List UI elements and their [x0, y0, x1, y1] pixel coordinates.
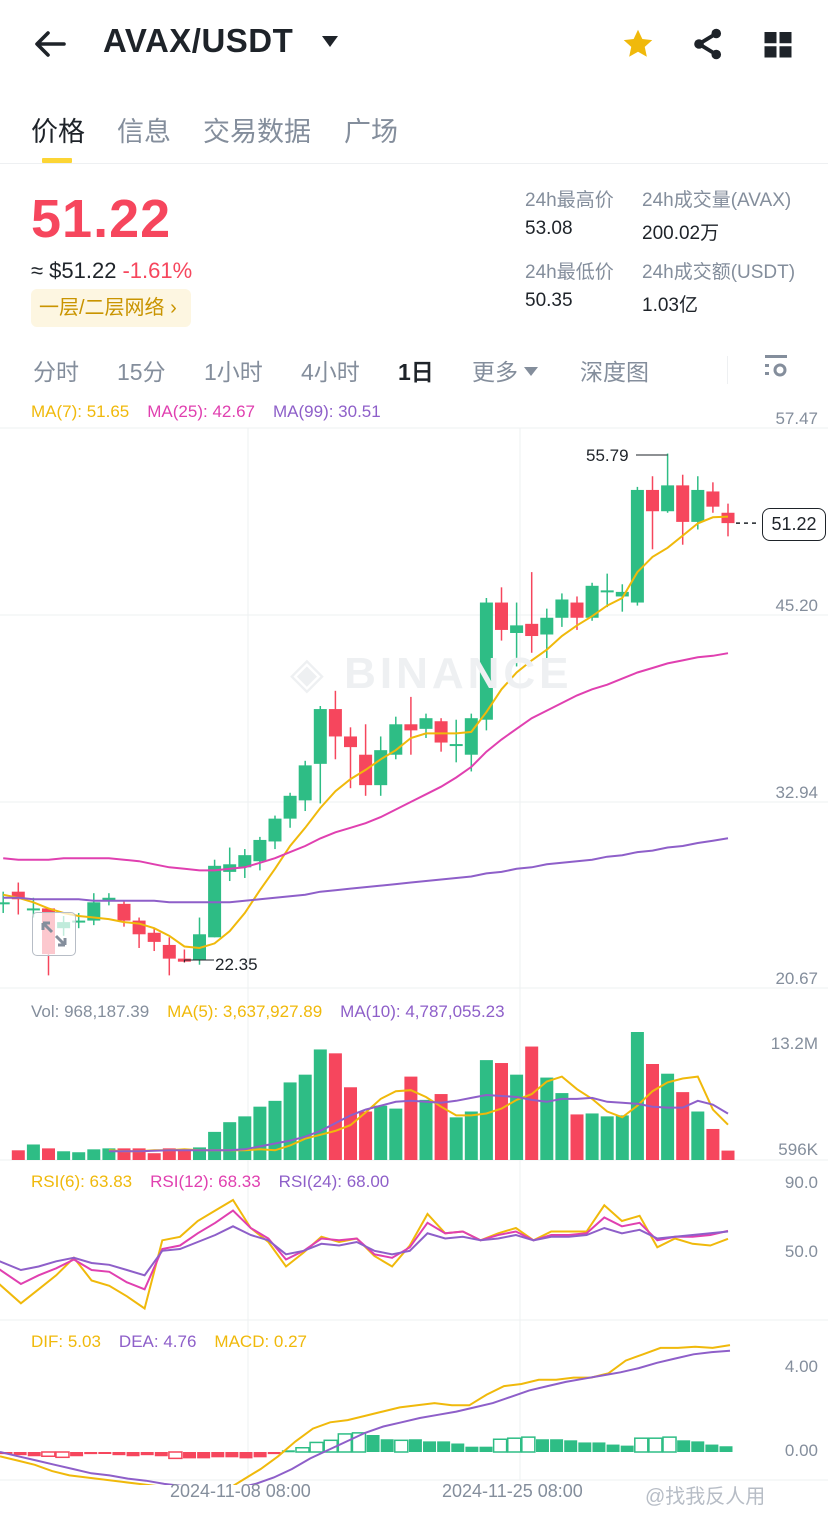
ma7-legend: MA(7): 51.65 [31, 402, 130, 421]
macd-value-legend: MACD: 0.27 [214, 1332, 308, 1351]
high-marker: 55.79 [586, 446, 629, 465]
last-price: 51.22 [31, 189, 172, 249]
kline-chart[interactable] [0, 395, 828, 1485]
macd-axis-label: 0.00 [784, 1441, 818, 1460]
volume-axis-label: 596K [778, 1140, 818, 1159]
low-value: 50.35 [525, 290, 573, 311]
interval-more[interactable]: 更多 [472, 353, 538, 387]
rsi-axis-label: 90.0 [784, 1173, 818, 1192]
watermark-text: BINANCE [344, 649, 573, 698]
back-arrow-icon [35, 31, 66, 57]
expand-icon [41, 921, 67, 947]
top-bar: AVAX/USDT [0, 0, 828, 90]
interval-1h[interactable]: 1小时 [204, 359, 263, 385]
rsi12-legend: RSI(12): 68.33 [150, 1172, 261, 1191]
volume-ma5: MA(5): 3,637,927.89 [167, 1002, 323, 1021]
chart-settings-icon [765, 355, 787, 377]
ma99-legend: MA(99): 30.51 [273, 402, 381, 421]
volume-ma10: MA(10): 4,787,055.23 [340, 1002, 505, 1021]
pair-title[interactable]: AVAX/USDT [103, 22, 294, 59]
volume-legend: Vol: 968,187.39 MA(5): 3,637,927.89 MA(10)… [31, 1002, 523, 1022]
tab-info[interactable]: 信息 [117, 117, 171, 147]
macd-legend: DIF: 5.03 DEA: 4.76 MACD: 0.27 [31, 1332, 325, 1352]
volume-base-label: 24h成交量(AVAX) [642, 190, 792, 211]
active-tab-indicator [42, 158, 72, 163]
rsi-legend: RSI(6): 63.83 RSI(12): 68.33 RSI(24): 68.0… [31, 1172, 407, 1192]
rsi6-legend: RSI(6): 63.83 [31, 1172, 133, 1191]
ma25-legend: MA(25): 42.67 [147, 402, 255, 421]
interval-more-label: 更多 [472, 359, 518, 385]
high-value: 53.08 [525, 218, 573, 239]
price-axis-label: 20.67 [775, 969, 818, 988]
back-button[interactable] [30, 24, 70, 64]
network-badge[interactable]: 一层/二层网络 › [31, 289, 191, 327]
share-button[interactable] [690, 24, 726, 64]
pair-dropdown-caret-icon[interactable] [322, 36, 338, 47]
fullscreen-button[interactable] [32, 912, 76, 956]
fiat-price: ≈ $51.22 [31, 258, 117, 283]
interval-bar: 分时 15分 1小时 4小时 1日 更多 深度图 [0, 345, 828, 395]
macd-axis-label: 4.00 [784, 1357, 818, 1376]
grid-icon [764, 32, 792, 58]
x-axis-date: 2024-11-08 08:00 [170, 1481, 311, 1501]
volume-quote-value: 1.03亿 [642, 295, 698, 316]
volume-axis-label: 13.2M [770, 1034, 818, 1053]
footer-watermark: @找我反人用 [645, 1486, 766, 1508]
rsi-axis-label: 50.0 [784, 1242, 818, 1261]
high-label: 24h最高价 [525, 190, 614, 211]
layout-button[interactable] [760, 24, 796, 64]
star-icon [623, 29, 653, 57]
price-legend: MA(7): 51.65 MA(25): 42.67 MA(99): 30.51 [31, 402, 399, 422]
main-tabs: 价格 信息 交易数据 广场 [0, 100, 828, 164]
dea-legend: DEA: 4.76 [118, 1332, 197, 1351]
low-marker: 22.35 [215, 955, 258, 974]
chart-settings-button[interactable] [762, 352, 790, 380]
change-percent: -1.61% [122, 258, 193, 283]
price-axis-label: 57.47 [775, 409, 818, 428]
volume-value: Vol: 968,187.39 [31, 1002, 150, 1021]
chevron-down-icon [524, 367, 538, 377]
last-price-tag: 51.22 [762, 508, 826, 541]
interval-1d[interactable]: 1日 [398, 359, 434, 385]
price-axis-label: 45.20 [775, 596, 818, 615]
fiat-price-row: ≈ $51.22 -1.61% [31, 258, 192, 284]
interval-15m[interactable]: 15分 [117, 359, 166, 385]
volume-base-value: 200.02万 [642, 223, 720, 244]
volume-quote-label: 24h成交额(USDT) [642, 262, 796, 283]
depth-chart-tab[interactable]: 深度图 [580, 359, 649, 385]
tab-price[interactable]: 价格 [31, 117, 85, 147]
x-axis-date: 2024-11-25 08:00 [442, 1481, 583, 1501]
low-label: 24h最低价 [525, 262, 614, 283]
tab-square[interactable]: 广场 [344, 117, 398, 147]
interval-4h[interactable]: 4小时 [301, 359, 360, 385]
rsi24-legend: RSI(24): 68.00 [278, 1172, 390, 1191]
divider [727, 356, 728, 384]
tab-trading-data[interactable]: 交易数据 [203, 117, 311, 147]
dif-legend: DIF: 5.03 [31, 1332, 101, 1351]
price-axis-label: 32.94 [775, 783, 818, 802]
binance-watermark: ◈ BINANCE [290, 649, 573, 698]
interval-time-share[interactable]: 分时 [33, 359, 79, 385]
favorite-button[interactable] [620, 24, 656, 64]
share-icon [694, 28, 722, 60]
